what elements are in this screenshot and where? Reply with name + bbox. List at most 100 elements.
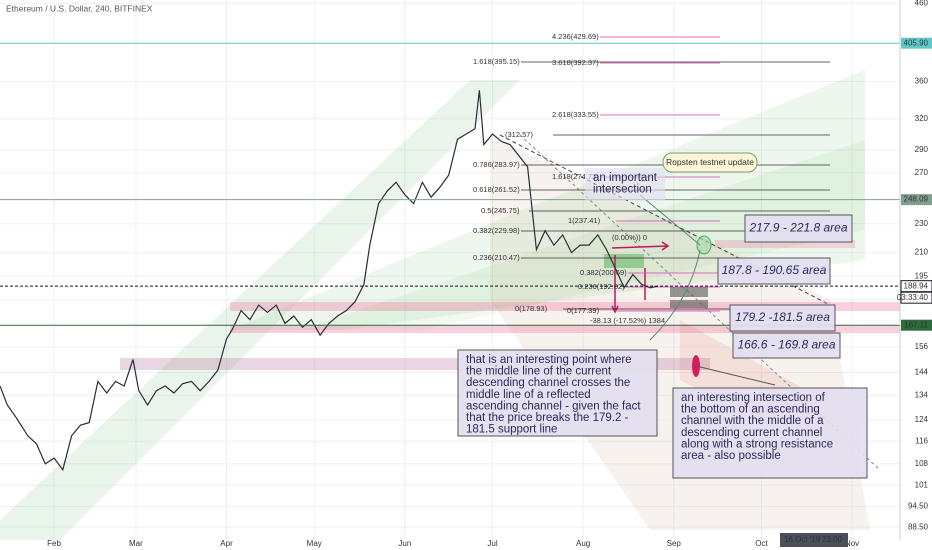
cursor-time: 23:00: [822, 535, 843, 544]
note-line: that the price breaks the 179.2 -: [466, 412, 629, 424]
price-tag: [901, 319, 932, 331]
area-label: 187.8 - 190.65 area: [717, 257, 831, 285]
note-box: [672, 387, 868, 479]
note-line: the bottom of an ascending: [681, 404, 820, 416]
y-tick-label: 270: [915, 168, 929, 177]
connector: [639, 194, 701, 341]
countdown-tag: [900, 291, 932, 304]
annotations: 217.9 - 221.8 area 187.8 - 190.65 area 179…: [457, 152, 868, 479]
fib-label: 0.5(245.75): [481, 206, 520, 215]
y-tick-label: 210: [915, 248, 929, 257]
y-tick-label: 144: [915, 368, 929, 377]
x-tick-label: Jun: [398, 539, 411, 548]
x-tick-label: Apr: [220, 539, 233, 548]
price-tag-label: 167.11: [904, 320, 928, 329]
chart-title: Ethereum / U.S. Dollar, 240, BITFINEX: [6, 3, 153, 13]
area-label: 217.9 - 221.8 area: [744, 214, 853, 243]
grid: [0, 0, 900, 540]
fib-label: -38.13 (-17.52%) 1384: [590, 316, 665, 325]
support-band: [230, 325, 932, 333]
note-line: middle line of a reflected: [466, 389, 591, 401]
area-text: 187.8 - 190.65 area: [722, 263, 827, 277]
note-line: channel with the middle of a: [681, 415, 824, 427]
fib-label: 1.618(395.15): [473, 57, 520, 66]
area-box: [744, 214, 853, 243]
support-band: [230, 302, 932, 311]
connector: [695, 365, 776, 386]
arrows: [611, 241, 670, 314]
note-line: descending current channel: [681, 427, 822, 439]
intersection-marker: [696, 235, 712, 255]
price-tag-label: 248.09: [904, 195, 929, 204]
y-tick-label: 134: [915, 390, 929, 399]
fib-label: 0.382(229.98): [473, 226, 520, 235]
price-tag-label: 188.94: [904, 281, 929, 290]
resistance-band: [715, 240, 855, 248]
note-line: the middle line of the current: [466, 366, 612, 378]
note-line: ascending channel - given the fact: [466, 400, 641, 412]
y-tick-label: 108: [915, 459, 929, 468]
countdown: 03:33:40: [897, 293, 929, 302]
x-tick-label: Sep: [667, 539, 682, 548]
x-tick-label: Feb: [47, 539, 61, 548]
x-tick-label: Oct: [755, 539, 768, 548]
note-box: [585, 168, 665, 200]
fib-label: 1(237.41): [568, 216, 601, 225]
x-tick-label: Mar: [129, 539, 143, 548]
x-tick-label: Aug: [576, 539, 590, 548]
area-box: [729, 304, 836, 332]
y-tick-label: 88.50: [908, 522, 929, 531]
y-tick-label: 101: [915, 480, 929, 489]
area-label: 166.6 - 169.8 area: [732, 332, 841, 359]
x-tick-label: Jul: [487, 539, 497, 548]
fib-label: (0.00%)) 0: [612, 233, 647, 242]
cursor-date: 16 Oct '19: [784, 535, 821, 544]
price-tag: [901, 194, 932, 206]
y-tick-label: 116: [915, 436, 928, 445]
area-box: [732, 332, 841, 359]
note-line: 181.5 support line: [466, 424, 557, 436]
price-scale: [900, 0, 932, 550]
note-line: along with a strong resistance: [681, 438, 833, 450]
y-tick-label: 94.50: [908, 501, 929, 510]
area-text: 217.9 - 221.8 area: [748, 221, 847, 235]
y-tick-label: 124: [915, 415, 929, 424]
zone: [670, 300, 708, 308]
steep-channel: [0, 80, 520, 540]
area-box: [717, 257, 831, 285]
price-line: [0, 90, 658, 472]
area-text: 179.2 -181.5 area: [735, 310, 830, 324]
fib-label: 0(177.39): [567, 306, 600, 315]
price-scale: 4603603202902702302101951811561441341241…: [897, 0, 932, 531]
note-line: that is an interesting point where: [466, 354, 632, 366]
price-tag: [901, 37, 932, 49]
x-tick-label: Nov: [845, 539, 859, 548]
note-line: intersection: [593, 184, 652, 196]
area-label: 179.2 -181.5 area: [729, 304, 836, 332]
fib-label: 3.618(392.37): [552, 58, 599, 67]
fib-label: 0.382(200.69): [580, 268, 627, 277]
y-tick-label: 156: [915, 342, 929, 351]
price-tag-label: 405.90: [904, 38, 929, 47]
note-line: area - also possible: [681, 450, 781, 462]
fib-label: 0(178.93): [515, 304, 548, 313]
fib-label: 1.618(274.73): [552, 172, 599, 181]
y-tick-label: 360: [915, 76, 929, 85]
fib-label: 4.236(429.69): [552, 32, 599, 41]
note-line: an interesting intersection of: [681, 392, 826, 404]
fib-label: 0.786(283.97): [473, 160, 520, 169]
note-line: an important: [593, 172, 658, 184]
fib-label: 0.236(210.47): [473, 253, 520, 262]
callout-box: [662, 152, 758, 173]
fib-label: (312.57): [505, 130, 533, 139]
x-tick-label: May: [307, 539, 322, 548]
y-tick-label: 290: [915, 145, 929, 154]
y-tick-label: 320: [915, 114, 929, 123]
note-line: descending channel crosses the: [466, 377, 630, 389]
fib-label: 0.618(261.52): [473, 185, 520, 194]
zone: [670, 287, 708, 297]
callout-text: Ropsten testnet update: [666, 157, 754, 167]
